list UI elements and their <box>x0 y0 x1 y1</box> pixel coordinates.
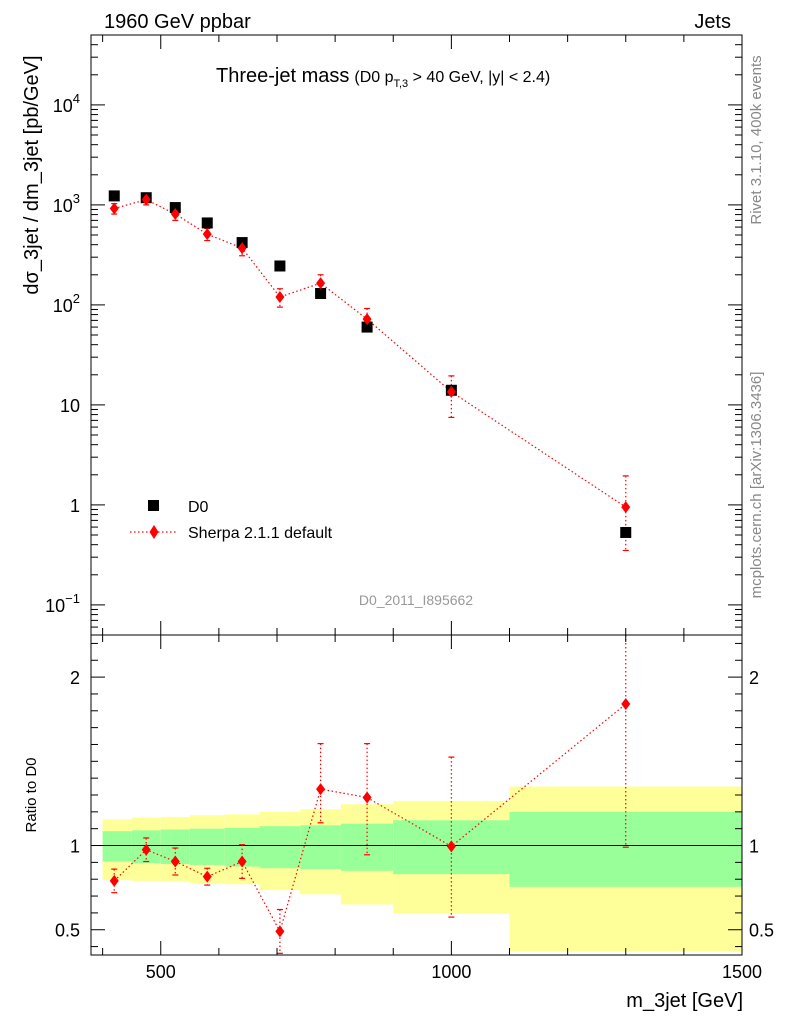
ratio-band-green <box>340 823 394 871</box>
sherpa-point <box>237 242 247 255</box>
ratio-band-green <box>189 828 225 865</box>
ratio-point <box>362 791 372 804</box>
ratio-ylabel: Ratio to D0 <box>23 757 40 832</box>
d0-point <box>315 288 327 300</box>
sherpa-line <box>114 198 627 508</box>
ratio-ytick-label: 1 <box>70 837 80 857</box>
ratio-point <box>170 855 180 868</box>
ratio-ytick-label-right: 0.5 <box>749 921 774 941</box>
d0-point <box>274 260 286 272</box>
xtick-label: 1000 <box>431 962 471 982</box>
sherpa-point <box>141 193 151 206</box>
ratio-bands <box>102 786 742 952</box>
ratio-panel: 0.5 0.5 1 1 2 2 500 1000 1500 <box>55 634 774 982</box>
sherpa-point <box>446 385 456 398</box>
ratio-band-green <box>102 831 132 862</box>
main-ytick-label: 1 <box>70 496 80 516</box>
d0-point <box>620 526 632 538</box>
chart-subtitle-sub: T,3 <box>394 78 409 90</box>
main-ytick-label: 104 <box>53 91 80 116</box>
legend: D0 Sherpa 2.1.1 default <box>130 499 333 542</box>
main-ylabel: dσ_3jet / dm_3jet [pb/GeV] <box>21 55 43 294</box>
ratio-point <box>446 840 456 853</box>
main-ytick-label-base: 10 <box>45 596 65 616</box>
chart-subtitle-pre: (D0 p <box>354 69 393 86</box>
sherpa-point <box>202 228 212 241</box>
xtick-label: 1500 <box>722 962 762 982</box>
ratio-ytick-label-right: 1 <box>749 837 759 857</box>
ratio-point <box>316 783 326 796</box>
ratio-band-green <box>259 826 301 869</box>
analysis-watermark: D0_2011_I895662 <box>359 592 473 608</box>
sherpa-point <box>362 313 372 326</box>
ratio-point <box>141 843 151 856</box>
main-panel-frame <box>90 34 743 636</box>
header-left: 1960 GeV ppbar <box>104 11 251 33</box>
d0-point <box>108 190 120 202</box>
main-data <box>108 190 632 552</box>
sherpa-point <box>170 208 180 221</box>
main-ytick-label: 103 <box>53 191 80 216</box>
mcplots-label: mcplots.cern.ch [arXiv:1306.3436] <box>748 372 765 599</box>
main-ytick-label-exp: 4 <box>73 91 80 106</box>
main-ytick-label-base: 10 <box>53 296 73 316</box>
ratio-point <box>275 925 285 938</box>
xtick-label: 500 <box>146 962 176 982</box>
sherpa-point <box>275 290 285 303</box>
main-ticks <box>91 34 743 636</box>
ratio-data <box>109 635 631 954</box>
chart-subtitle-post: > 40 GeV, |y| < 2.4) <box>408 69 550 86</box>
sherpa-point <box>621 501 631 514</box>
main-ytick-label: 102 <box>53 291 80 316</box>
ratio-band-green <box>300 825 341 870</box>
ratio-point <box>202 870 212 883</box>
ratio-point <box>109 874 119 887</box>
sherpa-point <box>109 202 119 215</box>
ratio-point <box>237 855 247 868</box>
ratio-ytick-label: 0.5 <box>55 921 80 941</box>
legend-label-d0: D0 <box>188 499 209 516</box>
ratio-point <box>621 698 631 711</box>
sherpa-point <box>316 277 326 290</box>
ratio-tick-labels: 0.5 0.5 1 1 2 2 500 1000 1500 <box>55 668 774 982</box>
legend-marker-sherpa <box>149 525 159 539</box>
legend-marker-d0 <box>148 500 159 511</box>
header-right: Jets <box>694 11 731 33</box>
main-ytick-label: 10 <box>60 396 80 416</box>
main-ytick-label-base: 10 <box>53 96 73 116</box>
main-ytick-label-exp: −1 <box>65 591 80 606</box>
main-ytick-label-exp: 2 <box>73 291 80 306</box>
chart-title: Three-jet mass (D0 pT,3 > 40 GeV, |y| < 2… <box>216 65 550 90</box>
ratio-ticks <box>91 635 743 955</box>
ratio-ytick-label-right: 2 <box>749 668 759 688</box>
main-ytick-label-exp: 3 <box>73 191 80 206</box>
xlabel: m_3jet [GeV] <box>626 990 743 1012</box>
d0-point <box>361 321 373 333</box>
main-ytick-label-base: 10 <box>53 196 73 216</box>
rivet-label: Rivet 3.1.10, 400k events <box>748 55 765 224</box>
ratio-ytick-label: 2 <box>70 668 80 688</box>
chart-title-main: Three-jet mass <box>216 65 349 87</box>
d0-point <box>169 202 181 214</box>
d0-point <box>201 217 213 229</box>
legend-label-sherpa: Sherpa 2.1.1 default <box>188 525 333 542</box>
main-ytick-label: 10−1 <box>45 591 80 616</box>
ratio-sherpa-line <box>113 703 627 934</box>
